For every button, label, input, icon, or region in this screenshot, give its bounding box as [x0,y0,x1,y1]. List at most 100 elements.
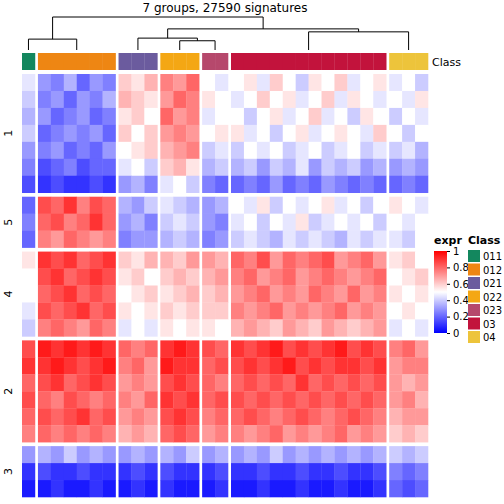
cell [38,142,51,159]
cell [173,319,186,336]
cell [22,286,35,303]
cell [215,269,228,286]
class-cell [103,53,116,70]
cell [202,374,215,391]
cell [283,231,296,248]
legend-swatch [468,264,480,276]
cell [334,286,347,303]
cell [186,446,199,463]
cell [131,125,144,142]
cell [347,231,360,248]
cell [402,319,415,336]
cell [389,91,402,108]
cell [257,176,270,193]
cell [402,252,415,269]
cell [270,231,283,248]
cell [202,286,215,303]
cell [160,408,173,425]
cell [51,340,64,357]
cell [322,176,335,193]
cell [173,302,186,319]
cell [231,74,244,91]
slice-label: 5 [2,219,15,226]
cell [389,480,402,497]
cell [347,74,360,91]
cell [77,391,90,408]
cell [131,142,144,159]
legend-swatch [468,250,480,262]
cell [231,480,244,497]
cell [103,108,116,125]
cell [160,91,173,108]
cell [64,357,77,374]
class-cell [215,53,228,70]
cell [144,269,157,286]
cell [51,269,64,286]
cell [334,91,347,108]
chart: 7 groups, 27590 signatures15423Classexpr… [0,0,504,504]
cell [173,480,186,497]
cell [270,357,283,374]
cell [160,391,173,408]
cell [131,176,144,193]
cell [270,197,283,214]
cell [38,391,51,408]
cell [38,340,51,357]
cell [119,302,132,319]
class-cell [77,53,90,70]
cell [334,231,347,248]
cell [103,357,116,374]
cell [334,446,347,463]
cell [173,142,186,159]
cell [22,231,35,248]
cell [131,425,144,442]
cell [77,446,90,463]
cell [103,463,116,480]
cell [64,319,77,336]
cell [103,425,116,442]
colorbar-tick-label: 0.4 [453,295,469,306]
cell [360,252,373,269]
cell [347,463,360,480]
colorbar-tick: 0.4 [447,295,469,306]
cell [202,269,215,286]
cell [283,125,296,142]
cell [144,480,157,497]
cell [119,142,132,159]
cell [38,374,51,391]
cell [257,74,270,91]
cell [131,231,144,248]
cell [90,252,103,269]
cell [64,197,77,214]
cell [257,480,270,497]
cell [389,463,402,480]
cell [77,159,90,176]
cell [334,480,347,497]
cell [360,214,373,231]
class-cell [322,53,335,70]
cell [22,108,35,125]
cell [77,91,90,108]
cell [360,142,373,159]
cell [415,286,428,303]
cell [173,408,186,425]
dendrogram-link [197,38,198,41]
colorbar-tick: 0.6 [447,279,469,290]
cell [244,357,257,374]
cell [77,480,90,497]
cell [38,125,51,142]
cell [77,214,90,231]
cell [215,197,228,214]
cell [51,480,64,497]
cell [51,463,64,480]
class-cell [309,53,322,70]
cell [38,252,51,269]
colorbar-tick: 0.2 [447,311,469,322]
cell [90,108,103,125]
cell [257,91,270,108]
cell [360,176,373,193]
cell [402,159,415,176]
cell [90,231,103,248]
cell [360,480,373,497]
class-cell [131,53,144,70]
